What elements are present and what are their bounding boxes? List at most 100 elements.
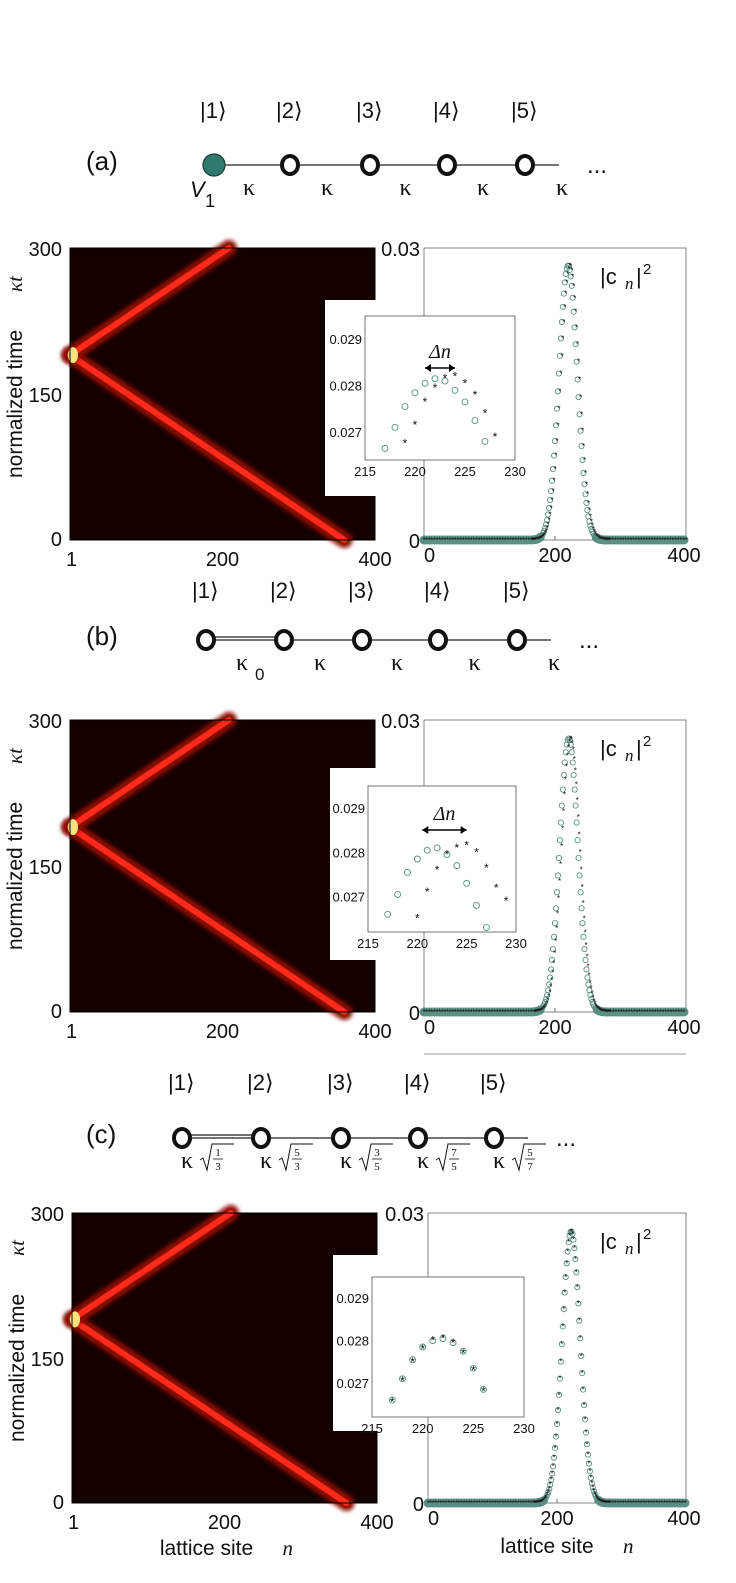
data-point-star: * [577, 813, 580, 822]
coupling-kappa: κ [400, 175, 412, 201]
inset-x-tick: 225 [462, 1421, 484, 1436]
data-point-circle [549, 956, 556, 963]
data-point-star: * [575, 1268, 578, 1277]
data-point-circle [570, 1236, 577, 1243]
heatmap-y-tick: 300 [29, 711, 62, 733]
data-point-star: * [587, 1460, 590, 1469]
data-point-star: * [483, 1008, 486, 1017]
data-point-star: * [656, 1008, 659, 1017]
inset-point-circle [482, 924, 490, 932]
lattice-schematic: (b)|1⟩ |2⟩ |3⟩ |4⟩ |5⟩...κ 0 κ κ κ κ [86, 578, 599, 684]
data-point-star: * [562, 1305, 565, 1314]
inset-x-tick: 220 [404, 464, 426, 479]
data-point-star: * [567, 264, 570, 273]
data-point-circle [589, 1484, 596, 1491]
inset-point-circle [404, 868, 411, 876]
data-point-star: * [535, 536, 538, 545]
data-point-star: * [600, 1498, 603, 1507]
data-point-star: * [572, 1236, 575, 1245]
data-point-star: * [425, 1008, 428, 1017]
data-point-star: * [548, 516, 551, 525]
data-point-star: * [574, 308, 577, 317]
inset-point-star: * [464, 839, 469, 853]
ket-label: |3⟩ [327, 1070, 354, 1095]
data-point-circle [552, 1444, 559, 1451]
data-point-star: * [581, 427, 584, 436]
data-point-star: * [646, 1008, 649, 1017]
data-point-star: * [557, 405, 560, 414]
data-point-star: * [498, 536, 501, 545]
data-point-circle [554, 872, 561, 879]
data-point-circle [561, 1289, 568, 1296]
heatmap-x-tick: 400 [358, 1021, 391, 1043]
data-point-circle [568, 749, 575, 756]
data-point-star: * [433, 1008, 436, 1017]
data-point-star: * [525, 536, 528, 545]
data-point-star: * [591, 1483, 594, 1492]
data-point-star: * [575, 781, 578, 790]
inset-point-star: * [445, 848, 450, 862]
data-point-star: * [583, 456, 586, 465]
profile-x-tick: 400 [667, 545, 700, 567]
data-point-star: * [454, 1008, 457, 1017]
data-point-star: * [550, 496, 553, 505]
inset-y-tick: 0.027 [332, 890, 365, 905]
data-point-star: * [441, 1008, 444, 1017]
heatmap-y-tick: 0 [53, 1492, 64, 1514]
data-point-star: * [470, 536, 473, 545]
data-point-star: * [658, 1499, 661, 1508]
data-point-star: * [616, 1499, 619, 1508]
data-point-star: * [451, 1008, 454, 1017]
data-point-circle [563, 1260, 570, 1267]
inset-point-star: * [441, 1332, 446, 1346]
data-point-circle [569, 294, 576, 301]
data-point-star: * [548, 988, 551, 997]
data-point-star: * [558, 387, 561, 396]
data-point-circle [549, 946, 557, 953]
inset-point-circle [423, 846, 431, 854]
data-point-circle [590, 1488, 597, 1495]
data-point-star: * [480, 536, 483, 545]
data-point-star: * [547, 1488, 550, 1497]
data-point-circle [554, 388, 561, 395]
data-point-circle [577, 427, 584, 434]
data-point-star: * [598, 534, 601, 543]
data-point-star: * [587, 971, 590, 980]
data-point-star: * [594, 1002, 597, 1011]
inset-x-tick: 230 [505, 936, 527, 951]
data-point-circle [543, 521, 550, 528]
heatmap-x-tick: 200 [208, 1512, 241, 1534]
inset-y-tick: 0.027 [336, 1376, 369, 1391]
data-point-star: * [451, 536, 454, 545]
data-point-star: * [596, 533, 599, 542]
data-point-circle [557, 819, 564, 826]
delta-n-label: Δn [433, 803, 456, 825]
data-point-star: * [571, 1230, 574, 1239]
data-point-star: * [501, 1499, 504, 1508]
data-point-star: * [602, 536, 605, 545]
inset-y-tick: 0.028 [332, 845, 365, 860]
data-point-star: * [536, 536, 539, 545]
data-point-star: * [596, 1495, 599, 1504]
profile-x-label: lattice site [500, 1535, 593, 1558]
data-point-star: * [661, 536, 664, 545]
heatmap-y-label: normalized time κt [5, 1239, 29, 1442]
data-point-circle [546, 504, 553, 511]
data-point-star: * [619, 1499, 622, 1508]
data-point-star: * [433, 536, 436, 545]
panel-label: (c) [86, 1119, 116, 1149]
inset-point-star: * [433, 381, 438, 395]
data-point-star: * [611, 536, 614, 545]
data-point-star: * [543, 1496, 546, 1505]
data-point-star: * [583, 1415, 586, 1424]
data-point-star: * [595, 531, 598, 540]
data-point-star: * [601, 1007, 604, 1016]
heatmap-plot: 1 200 400 300 150 0 normalized time κt [3, 711, 392, 1043]
inset-point-circle [471, 417, 479, 424]
inset-y-tick: 0.029 [336, 1291, 369, 1306]
data-point-circle [567, 273, 574, 280]
data-point-circle [577, 889, 584, 896]
data-point-circle [547, 497, 554, 504]
data-point-circle [574, 376, 581, 383]
data-point-star: * [637, 1499, 640, 1508]
